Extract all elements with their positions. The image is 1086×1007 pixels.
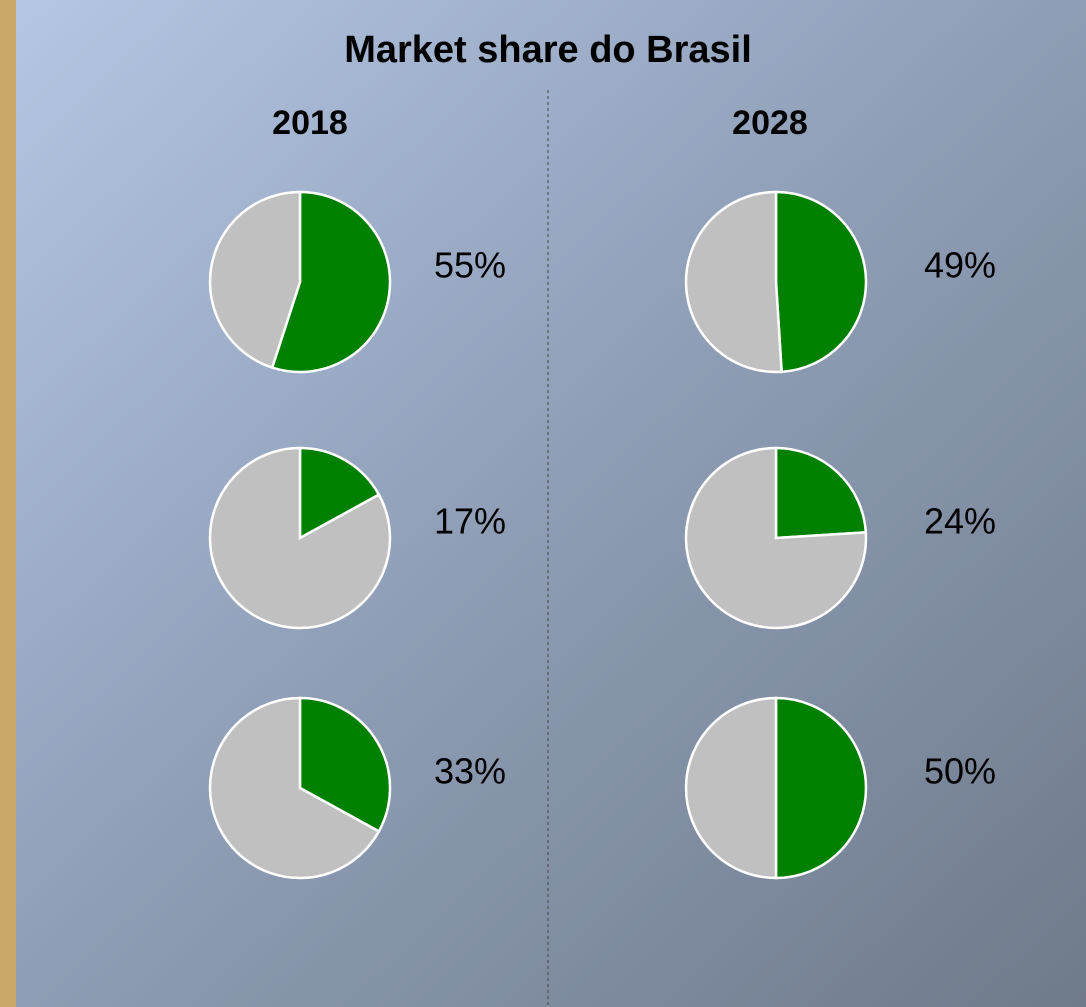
title: Market share do Brasil	[344, 29, 752, 71]
column-header: 2018	[272, 104, 348, 142]
pie-slice	[298, 446, 381, 541]
column-header: 2028	[732, 104, 808, 142]
pie-slice	[774, 696, 868, 880]
pie-slice	[684, 696, 778, 880]
value-label: 24%	[924, 501, 996, 542]
pie-slice	[270, 190, 392, 374]
pie-slice	[208, 190, 302, 370]
value-label: 50%	[924, 751, 996, 792]
value-label: 17%	[434, 501, 506, 542]
pie-slice	[684, 446, 868, 630]
value-label: 33%	[434, 751, 506, 792]
background	[16, 0, 1086, 1007]
pie-slice	[774, 190, 868, 374]
pie-slice	[774, 446, 868, 540]
pie-slice	[208, 446, 392, 630]
pie-slice	[298, 696, 392, 834]
pie-slice	[208, 696, 381, 880]
value-label: 49%	[924, 245, 996, 286]
pie-slice	[684, 190, 783, 374]
value-label: 55%	[434, 245, 506, 286]
